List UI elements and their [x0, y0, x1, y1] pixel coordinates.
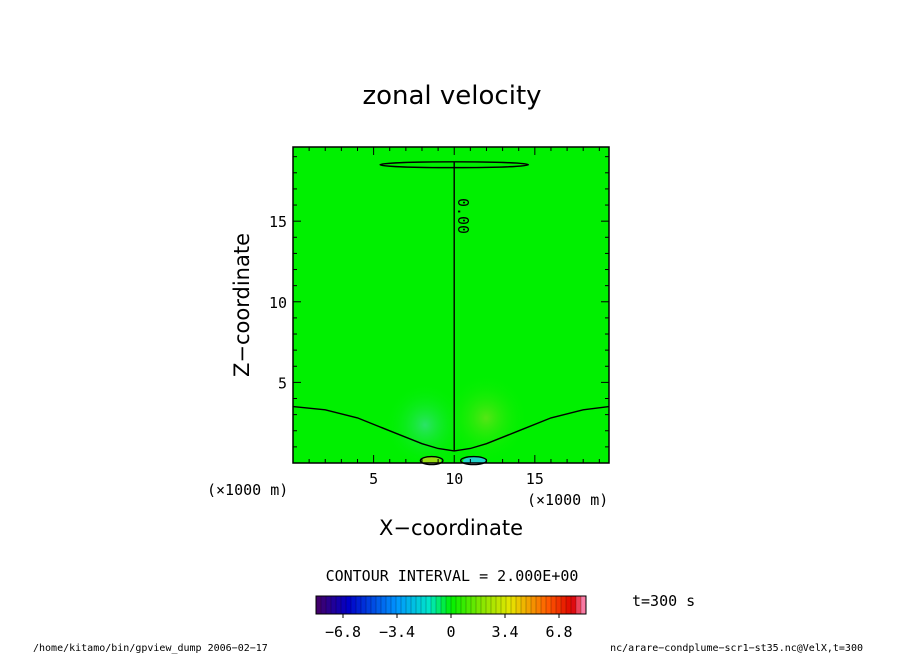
- y-unit-label: (×1000 m): [207, 481, 288, 499]
- colorbar-cell: [511, 596, 517, 614]
- colorbar-cell: [551, 596, 557, 614]
- colorbar-cell: [461, 596, 467, 614]
- colorbar-cell: [526, 596, 532, 614]
- colorbar-cell: [371, 596, 377, 614]
- contour-label: 0.00: [454, 198, 472, 234]
- colorbar-cell: [531, 596, 537, 614]
- x-unit-label: (×1000 m): [527, 491, 608, 509]
- colorbar-cell: [341, 596, 347, 614]
- upper-contour-loop: [379, 161, 530, 169]
- y-tick-label: 10: [269, 294, 287, 312]
- chart-title: zonal velocity: [362, 81, 541, 111]
- colorbar-cell: [406, 596, 412, 614]
- colorbar-cell: [491, 596, 497, 614]
- colorbar-cell: [476, 596, 482, 614]
- footer-right: nc/arare−condplume−scr1−st35.nc@VelX,t=3…: [610, 643, 863, 654]
- colorbar-cell: [561, 596, 567, 614]
- colorbar: −6.8 −3.4 0 3.4 6.8: [315, 595, 587, 641]
- colorbar-cell: [471, 596, 477, 614]
- small-negative-loop-fill: [463, 457, 487, 463]
- colorbar-tick-label: −6.8: [325, 623, 361, 641]
- colorbar-cell: [431, 596, 437, 614]
- x-tick-labels: 5 10 15: [369, 470, 544, 488]
- x-tick-label: 10: [445, 470, 463, 488]
- colorbar-cell: [336, 596, 342, 614]
- colorbar-cell: [396, 596, 402, 614]
- colorbar-cell: [391, 596, 397, 614]
- colorbar-cell: [426, 596, 432, 614]
- colorbar-cell: [521, 596, 527, 614]
- colorbar-cell: [441, 596, 447, 614]
- colorbar-cell: [516, 596, 522, 614]
- colorbar-cell: [416, 596, 422, 614]
- colorbar-tick-label: 3.4: [491, 623, 518, 641]
- colorbar-cell: [351, 596, 357, 614]
- colorbar-cell: [486, 596, 492, 614]
- plot-frame: [292, 146, 610, 464]
- colorbar-cell: [466, 596, 472, 614]
- colorbar-cell: [576, 596, 582, 614]
- colorbar-cell: [496, 596, 502, 614]
- colorbar-cell: [546, 596, 552, 614]
- colorbar-cell: [316, 596, 322, 614]
- colorbar-cell: [346, 596, 352, 614]
- colorbar-cell: [446, 596, 452, 614]
- colorbar-cell: [331, 596, 337, 614]
- colorbar-cell: [556, 596, 562, 614]
- x-tick-label: 15: [526, 470, 544, 488]
- positive-anomaly-blob: [444, 374, 528, 462]
- colorbar-cell: [321, 596, 327, 614]
- colorbar-cell: [366, 596, 372, 614]
- colorbar-tick-label: 6.8: [545, 623, 572, 641]
- colorbar-cell: [566, 596, 572, 614]
- colorbar-cell: [361, 596, 367, 614]
- contour-interval-text: CONTOUR INTERVAL = 2.000E+00: [326, 567, 579, 585]
- y-axis-label: Z−coordinate: [230, 233, 254, 377]
- x-axis-label: X−coordinate: [379, 516, 523, 540]
- x-tick-label: 5: [369, 470, 378, 488]
- colorbar-cell: [411, 596, 417, 614]
- plot-area: 0.00: [292, 146, 610, 466]
- colorbar-cell: [401, 596, 407, 614]
- colorbar-cell: [536, 596, 542, 614]
- y-tick-label: 5: [278, 374, 287, 392]
- colorbar-cell: [356, 596, 362, 614]
- negative-anomaly-blob: [385, 383, 465, 463]
- colorbar-cell: [451, 596, 457, 614]
- colorbar-cell: [501, 596, 507, 614]
- colorbar-cell: [581, 596, 587, 614]
- time-text: t=300 s: [632, 592, 695, 610]
- colorbar-cell: [481, 596, 487, 614]
- colorbar-cell: [571, 596, 577, 614]
- colorbar-cell: [381, 596, 387, 614]
- small-positive-loop-fill: [421, 457, 441, 463]
- colorbar-cell: [506, 596, 512, 614]
- colorbar-cell: [456, 596, 462, 614]
- colorbar-cell: [326, 596, 332, 614]
- colorbar-cell: [386, 596, 392, 614]
- colorbar-cell: [541, 596, 547, 614]
- y-tick-label: 15: [269, 213, 287, 231]
- colorbar-tick-label: 0: [446, 623, 455, 641]
- colorbar-tick-label: −3.4: [379, 623, 415, 641]
- colorbar-cell: [436, 596, 442, 614]
- y-tick-labels: 5 10 15: [269, 213, 287, 392]
- contour-lines: [292, 161, 610, 466]
- footer-left: /home/kitamo/bin/gpview_dump 2006−02−17: [33, 643, 268, 654]
- colorbar-cell: [376, 596, 382, 614]
- colorbar-cell: [421, 596, 427, 614]
- small-contour-loop-left: [419, 455, 444, 466]
